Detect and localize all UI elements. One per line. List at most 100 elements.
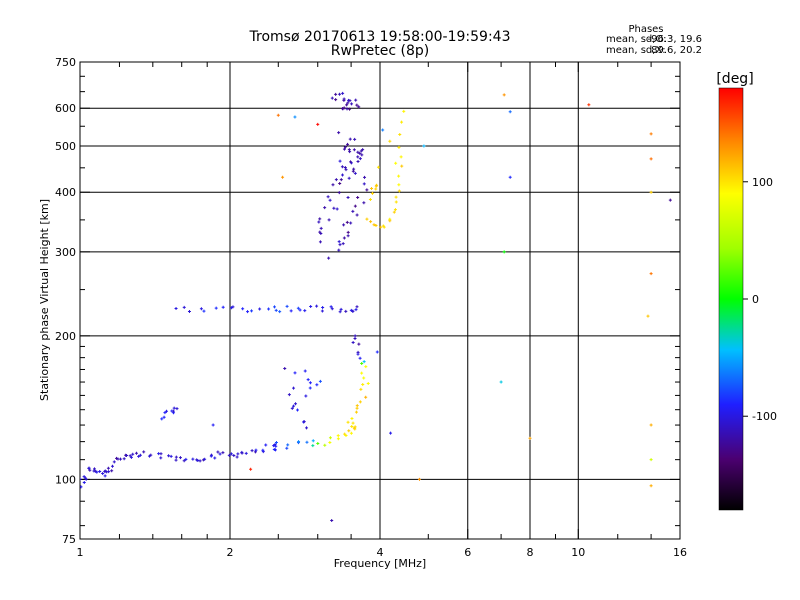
data-point	[400, 164, 404, 168]
data-point	[353, 137, 357, 141]
data-point	[87, 466, 91, 470]
data-point	[101, 471, 105, 475]
y-tick-label: 200	[55, 330, 76, 343]
data-point	[82, 475, 86, 479]
data-point	[350, 425, 354, 429]
data-point	[311, 444, 315, 448]
x-tick-label: 6	[464, 546, 471, 559]
data-point	[347, 148, 351, 152]
data-point	[349, 160, 353, 164]
data-point	[331, 183, 335, 187]
data-point	[308, 381, 312, 385]
data-point	[359, 387, 363, 391]
y-tick-label: 75	[62, 533, 76, 546]
data-point	[231, 305, 235, 309]
data-point	[360, 371, 364, 375]
data-point	[311, 439, 315, 443]
data-point	[372, 223, 376, 227]
data-point	[364, 395, 368, 399]
data-point	[211, 423, 215, 427]
data-point	[318, 230, 322, 234]
data-point	[351, 209, 355, 213]
data-point	[343, 165, 347, 169]
data-point	[249, 467, 253, 471]
data-point	[174, 306, 178, 310]
data-point	[374, 184, 378, 188]
y-tick-label: 400	[55, 186, 76, 199]
data-point	[128, 454, 132, 458]
data-point	[250, 309, 254, 313]
data-point	[368, 197, 372, 201]
x-tick-label: 8	[527, 546, 534, 559]
data-point	[355, 213, 359, 217]
data-point	[338, 310, 342, 314]
data-point	[350, 102, 354, 106]
data-point	[235, 455, 239, 459]
data-point	[344, 168, 348, 172]
data-point	[202, 309, 206, 313]
data-point	[346, 420, 350, 424]
data-point	[285, 304, 289, 308]
data-point	[649, 423, 653, 427]
data-point	[273, 305, 277, 309]
data-point	[92, 469, 96, 473]
data-point	[334, 178, 338, 182]
data-point	[369, 220, 373, 224]
data-point	[159, 452, 163, 456]
data-point	[258, 307, 262, 311]
data-point	[345, 103, 349, 107]
data-point	[354, 308, 358, 312]
data-point	[330, 519, 334, 523]
data-point	[147, 454, 151, 458]
data-point	[261, 448, 265, 452]
data-point	[95, 470, 99, 474]
data-point	[98, 469, 102, 473]
data-point	[399, 155, 403, 159]
data-point	[362, 201, 366, 205]
data-point	[356, 352, 360, 356]
data-point	[394, 200, 398, 204]
data-point	[649, 484, 653, 488]
data-point	[332, 206, 336, 210]
data-point	[358, 356, 362, 360]
data-point	[365, 188, 369, 192]
data-point	[358, 151, 362, 155]
x-tick-label: 4	[377, 546, 384, 559]
data-point	[341, 242, 345, 246]
data-point	[229, 452, 233, 456]
data-point	[397, 174, 401, 178]
data-point	[362, 182, 366, 186]
data-point	[293, 115, 297, 119]
grid-lines	[80, 62, 680, 539]
data-point	[214, 306, 218, 310]
data-point	[361, 382, 365, 386]
data-point	[218, 452, 222, 456]
data-point	[649, 272, 653, 276]
data-point	[649, 132, 653, 136]
data-point	[389, 431, 393, 435]
data-point	[165, 409, 169, 413]
data-point	[309, 305, 313, 309]
data-point	[328, 198, 332, 202]
data-point	[337, 240, 341, 244]
data-point	[319, 226, 323, 230]
data-point	[327, 256, 331, 260]
data-point	[84, 477, 88, 481]
data-point	[326, 195, 330, 199]
data-point	[649, 458, 653, 462]
data-point	[355, 406, 359, 410]
data-point	[285, 446, 289, 450]
data-point	[363, 175, 367, 179]
data-point	[110, 464, 114, 468]
data-point	[227, 453, 231, 457]
phases-x-value: 89.6, 20.2	[651, 45, 702, 56]
y-tick-label: 600	[55, 102, 76, 115]
data-point	[174, 458, 178, 462]
x-tick-label: 1	[77, 546, 84, 559]
data-point	[137, 454, 141, 458]
data-point	[344, 309, 348, 313]
data-point	[240, 451, 244, 455]
data-point	[342, 223, 346, 227]
data-point	[306, 378, 310, 382]
data-point	[298, 308, 302, 312]
